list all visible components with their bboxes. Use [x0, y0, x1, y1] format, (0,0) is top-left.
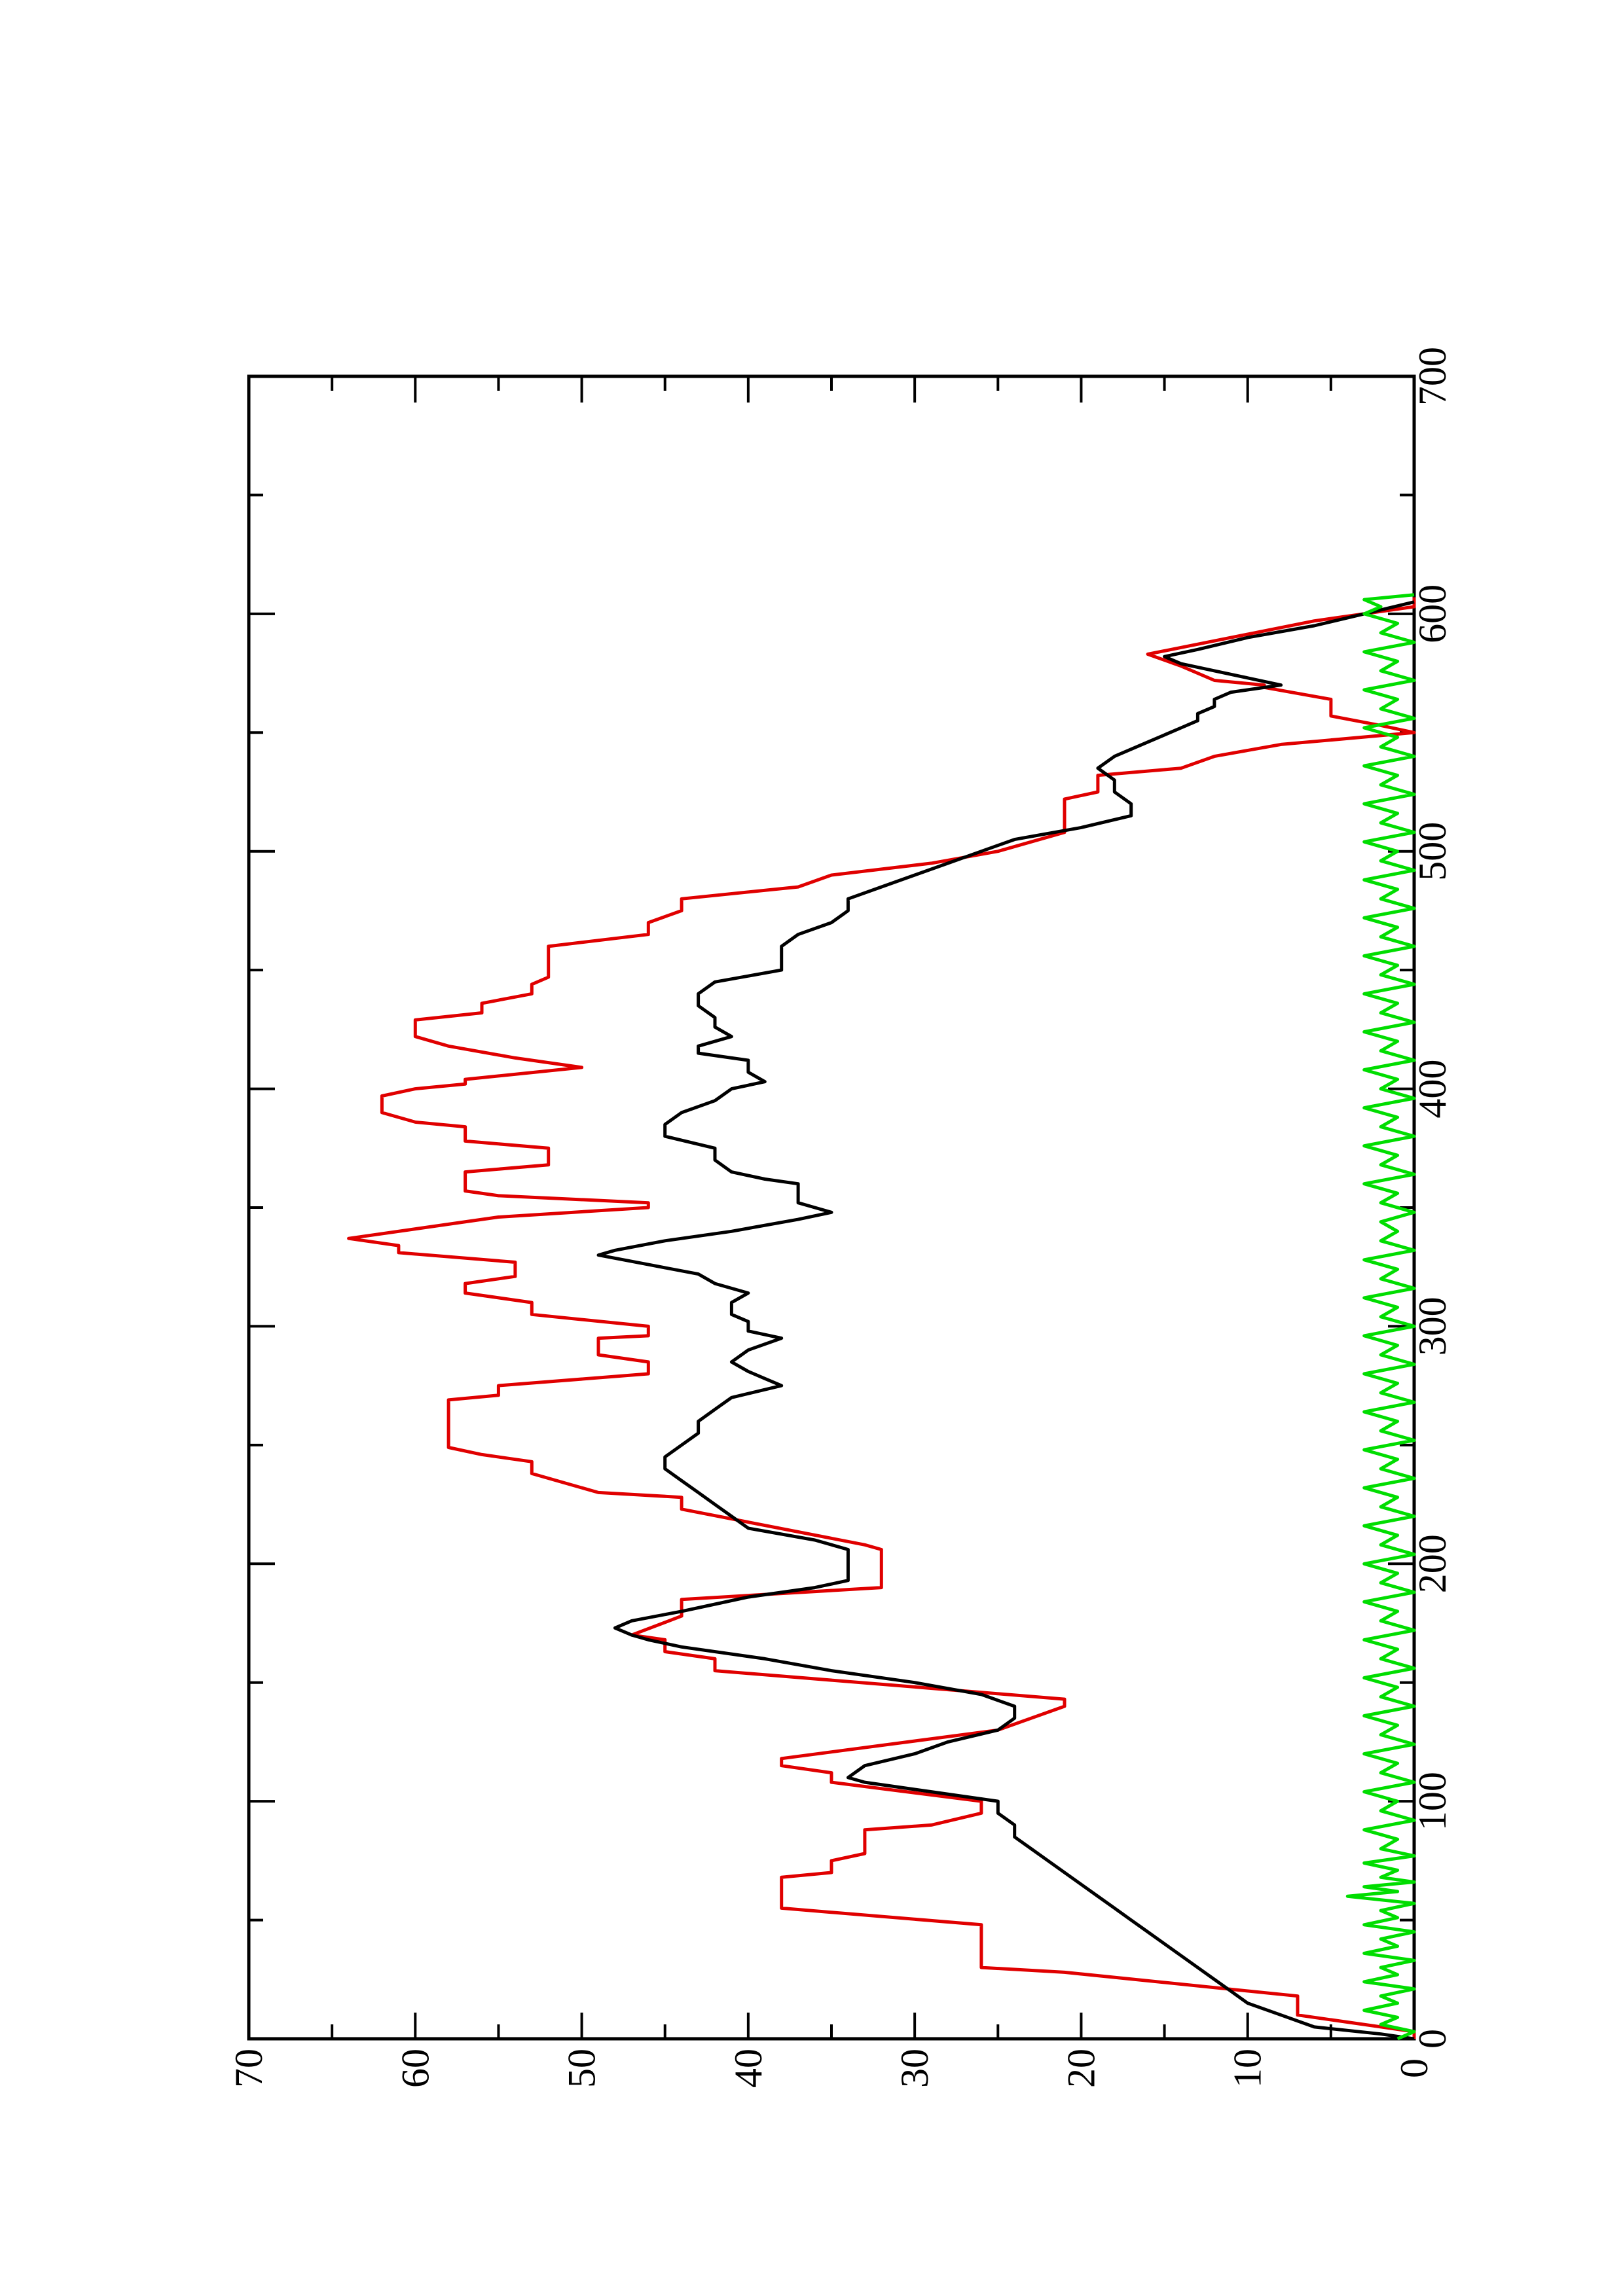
- x-tick-label: 200: [1411, 1534, 1454, 1593]
- series-line-3: [1345, 593, 1416, 2041]
- y-tick-label: 50: [560, 2049, 604, 2088]
- plot-frame: [247, 374, 1416, 2041]
- axis-tick-labels: 0 100 200 300 400 500 600 700 0 10 20 30 40 50 60 70: [227, 347, 1454, 2088]
- y-tick-label: 10: [1226, 2049, 1269, 2088]
- x-tick-label: 400: [1411, 1060, 1454, 1119]
- x-tick-label: 300: [1411, 1297, 1454, 1355]
- x-tick-label: 700: [1411, 347, 1454, 406]
- y-tick-label: 60: [393, 2049, 437, 2088]
- x-tick-label: 500: [1411, 822, 1454, 881]
- y-tick-label: 30: [893, 2049, 936, 2088]
- y-tick-label: 40: [727, 2049, 770, 2088]
- x-tick-label: 0: [1411, 2029, 1454, 2049]
- data-series: [347, 593, 1416, 2041]
- y-tick-label: 20: [1059, 2049, 1103, 2088]
- y-tick-label: 0: [1393, 2058, 1436, 2078]
- x-tick-label: 100: [1411, 1772, 1454, 1831]
- series-line-1: [347, 597, 1416, 2039]
- y-tick-label: 70: [227, 2049, 270, 2088]
- x-tick-label: 600: [1411, 584, 1454, 643]
- axis-ticks: [247, 375, 1415, 2040]
- series-line-2: [596, 600, 1415, 2041]
